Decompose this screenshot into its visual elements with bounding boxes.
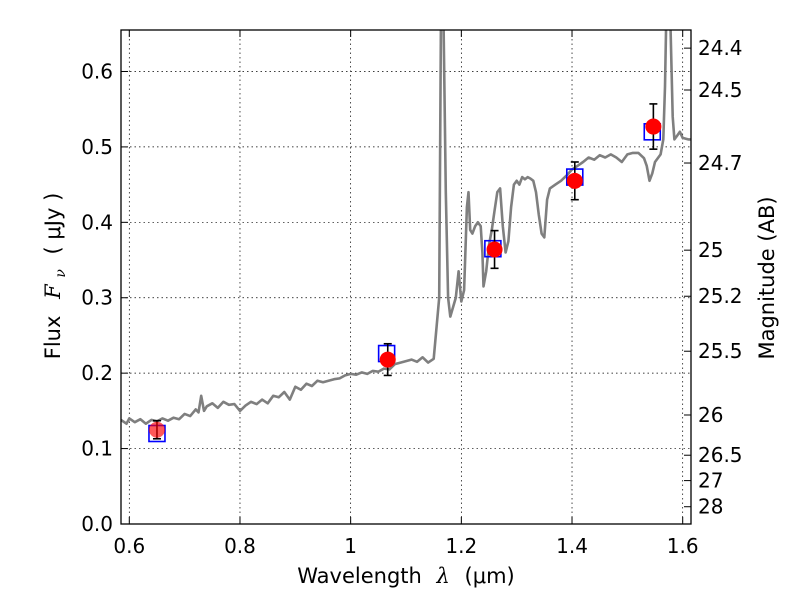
observed-photometry-point bbox=[379, 342, 396, 377]
x-axis-label: Wavelength λ (μm) bbox=[297, 564, 514, 588]
data-marker bbox=[486, 241, 503, 258]
y-axis-label-text: Flux bbox=[41, 316, 65, 360]
observed-photometry-point bbox=[566, 161, 583, 201]
x-tick-label: 1.2 bbox=[445, 534, 477, 558]
x-tick-label: 1.6 bbox=[667, 534, 699, 558]
y2-tick-label: 24.5 bbox=[698, 78, 743, 102]
y-tick-label: 0.0 bbox=[81, 512, 113, 536]
observed-photometry-layer bbox=[148, 103, 662, 440]
observed-photometry-point bbox=[645, 103, 662, 150]
ticks: 0.6 0.8 1 1.2 1.4 1.6 0.0 0.1 0.2 0.3 0.4 0.5 0.6 24.… bbox=[81, 30, 743, 558]
y2-tick-label: 24.4 bbox=[698, 36, 743, 60]
y2-axis-label: Magnitude (AB) bbox=[755, 196, 779, 359]
y-tick-label: 0.5 bbox=[81, 135, 113, 159]
data-marker bbox=[148, 421, 165, 438]
observed-photometry-point bbox=[148, 419, 165, 440]
x-axis-label-unit: (μm) bbox=[465, 564, 515, 588]
y2-tick-label: 25.5 bbox=[698, 339, 743, 363]
y-axis-label-symbol: F bbox=[41, 283, 65, 300]
y-axis-label-unit: ( μJy ) bbox=[41, 193, 65, 255]
spectrum-layer bbox=[121, 30, 691, 425]
y2-tick-label: 25.2 bbox=[698, 284, 743, 308]
x-tick-label: 0.6 bbox=[113, 534, 145, 558]
y2-tick-label: 24.7 bbox=[698, 151, 743, 175]
y2-tick-label: 28 bbox=[698, 495, 723, 519]
x-tick-label: 0.8 bbox=[224, 534, 256, 558]
y2-tick-label: 27 bbox=[698, 469, 723, 493]
plot-frame bbox=[120, 29, 692, 525]
y2-tick-label: 25 bbox=[698, 238, 723, 262]
data-marker bbox=[379, 351, 396, 368]
y2-tick-label: 26.5 bbox=[698, 443, 743, 467]
y-tick-label: 0.4 bbox=[81, 210, 113, 234]
x-axis-label-text: Wavelength bbox=[297, 564, 422, 588]
x-axis-label-symbol: λ bbox=[436, 564, 450, 588]
observed-photometry-point bbox=[486, 229, 503, 270]
y-axis-label: Flux F ν ( μJy ) bbox=[41, 193, 70, 360]
data-marker bbox=[566, 172, 583, 189]
y-tick-label: 0.2 bbox=[81, 361, 113, 385]
y-tick-label: 0.1 bbox=[81, 437, 113, 461]
spectrum-line bbox=[121, 30, 691, 425]
x-tick-label: 1 bbox=[344, 534, 357, 558]
plot-background bbox=[121, 30, 691, 524]
y-axis-label-subscript: ν bbox=[53, 269, 69, 278]
y-tick-label: 0.6 bbox=[81, 59, 113, 83]
y2-tick-label: 26 bbox=[698, 403, 723, 427]
data-marker bbox=[645, 118, 662, 135]
x-tick-label: 1.4 bbox=[556, 534, 588, 558]
y-tick-label: 0.3 bbox=[81, 286, 113, 310]
